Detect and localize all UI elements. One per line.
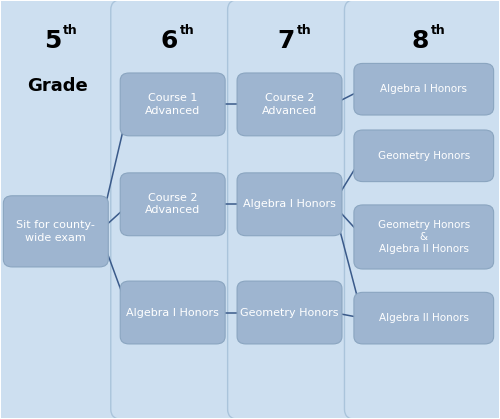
FancyBboxPatch shape: [120, 281, 225, 344]
FancyBboxPatch shape: [228, 0, 354, 419]
FancyBboxPatch shape: [4, 196, 108, 267]
Text: 7: 7: [278, 29, 294, 53]
FancyBboxPatch shape: [120, 73, 225, 136]
Text: Course 2
Advanced: Course 2 Advanced: [145, 193, 201, 215]
Text: Geometry Honors
&
Algebra II Honors: Geometry Honors & Algebra II Honors: [378, 220, 470, 254]
FancyBboxPatch shape: [237, 73, 342, 136]
Text: Grade: Grade: [144, 77, 204, 95]
Text: th: th: [180, 24, 195, 37]
FancyBboxPatch shape: [354, 63, 494, 115]
Text: th: th: [431, 24, 446, 37]
FancyBboxPatch shape: [120, 173, 225, 236]
Text: 5: 5: [44, 29, 61, 53]
Text: Course 2
Advanced: Course 2 Advanced: [262, 93, 317, 116]
Text: th: th: [297, 24, 312, 37]
Text: Algebra I Honors: Algebra I Honors: [126, 308, 219, 318]
Text: Geometry Honors: Geometry Honors: [240, 308, 339, 318]
FancyBboxPatch shape: [237, 281, 342, 344]
FancyBboxPatch shape: [354, 205, 494, 269]
Text: Grade: Grade: [395, 77, 456, 95]
Text: Grade: Grade: [260, 77, 322, 95]
FancyBboxPatch shape: [344, 0, 500, 419]
Text: th: th: [64, 24, 78, 37]
FancyBboxPatch shape: [0, 0, 120, 419]
Text: Algebra I Honors: Algebra I Honors: [380, 84, 468, 94]
FancyBboxPatch shape: [354, 130, 494, 181]
Text: Geometry Honors: Geometry Honors: [378, 151, 470, 161]
Text: 6: 6: [160, 29, 178, 53]
Text: Sit for county-
wide exam: Sit for county- wide exam: [16, 220, 96, 243]
FancyBboxPatch shape: [237, 173, 342, 236]
Text: Grade: Grade: [27, 77, 88, 95]
FancyBboxPatch shape: [354, 292, 494, 344]
Text: Algebra I Honors: Algebra I Honors: [243, 199, 336, 210]
Text: 8: 8: [412, 29, 429, 53]
FancyBboxPatch shape: [111, 0, 238, 419]
Text: Algebra II Honors: Algebra II Honors: [379, 313, 469, 323]
Text: Course 1
Advanced: Course 1 Advanced: [145, 93, 201, 116]
